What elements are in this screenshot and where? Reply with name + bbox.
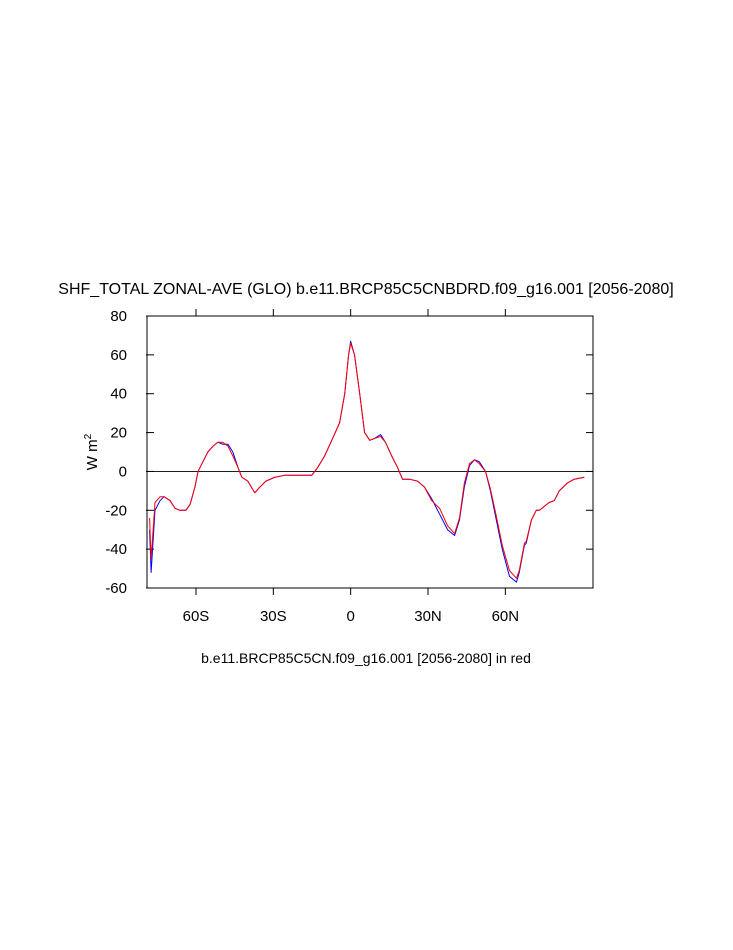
y-tick-label: -20 xyxy=(105,502,127,519)
data-line xyxy=(149,340,585,583)
y-tick-label: 20 xyxy=(110,425,127,442)
chart-subtitle: b.e11.BRCP85C5CN.f09_g16.001 [2056-2080]… xyxy=(201,650,531,666)
y-tick-label: 0 xyxy=(119,463,127,480)
y-tick-label: 60 xyxy=(110,347,127,364)
x-tick-label: 30N xyxy=(414,608,442,625)
plot-area: -60 -40 -20 0 20 40 60 80 60S 30S 0 30N 60N xyxy=(105,308,593,625)
x-tick-label: 60S xyxy=(183,608,210,625)
plot-frame xyxy=(146,315,594,589)
x-tick-label: 60N xyxy=(492,608,520,625)
y-axis-label: W m2 xyxy=(83,433,101,470)
y-tick-label: 80 xyxy=(110,308,127,325)
chart-title: SHF_TOTAL ZONAL-AVE (GLO) b.e11.BRCP85C5… xyxy=(58,281,673,298)
y-tick-label: 40 xyxy=(110,386,127,403)
x-tick-label: 30S xyxy=(260,608,287,625)
data-line xyxy=(149,342,585,579)
y-axis-label-superscript: 2 xyxy=(83,433,94,439)
y-tick-label: -40 xyxy=(105,541,127,558)
y-tick-label: -60 xyxy=(105,580,127,597)
x-tick-label: 0 xyxy=(346,608,354,625)
y-axis-label-main: W m xyxy=(84,439,101,470)
